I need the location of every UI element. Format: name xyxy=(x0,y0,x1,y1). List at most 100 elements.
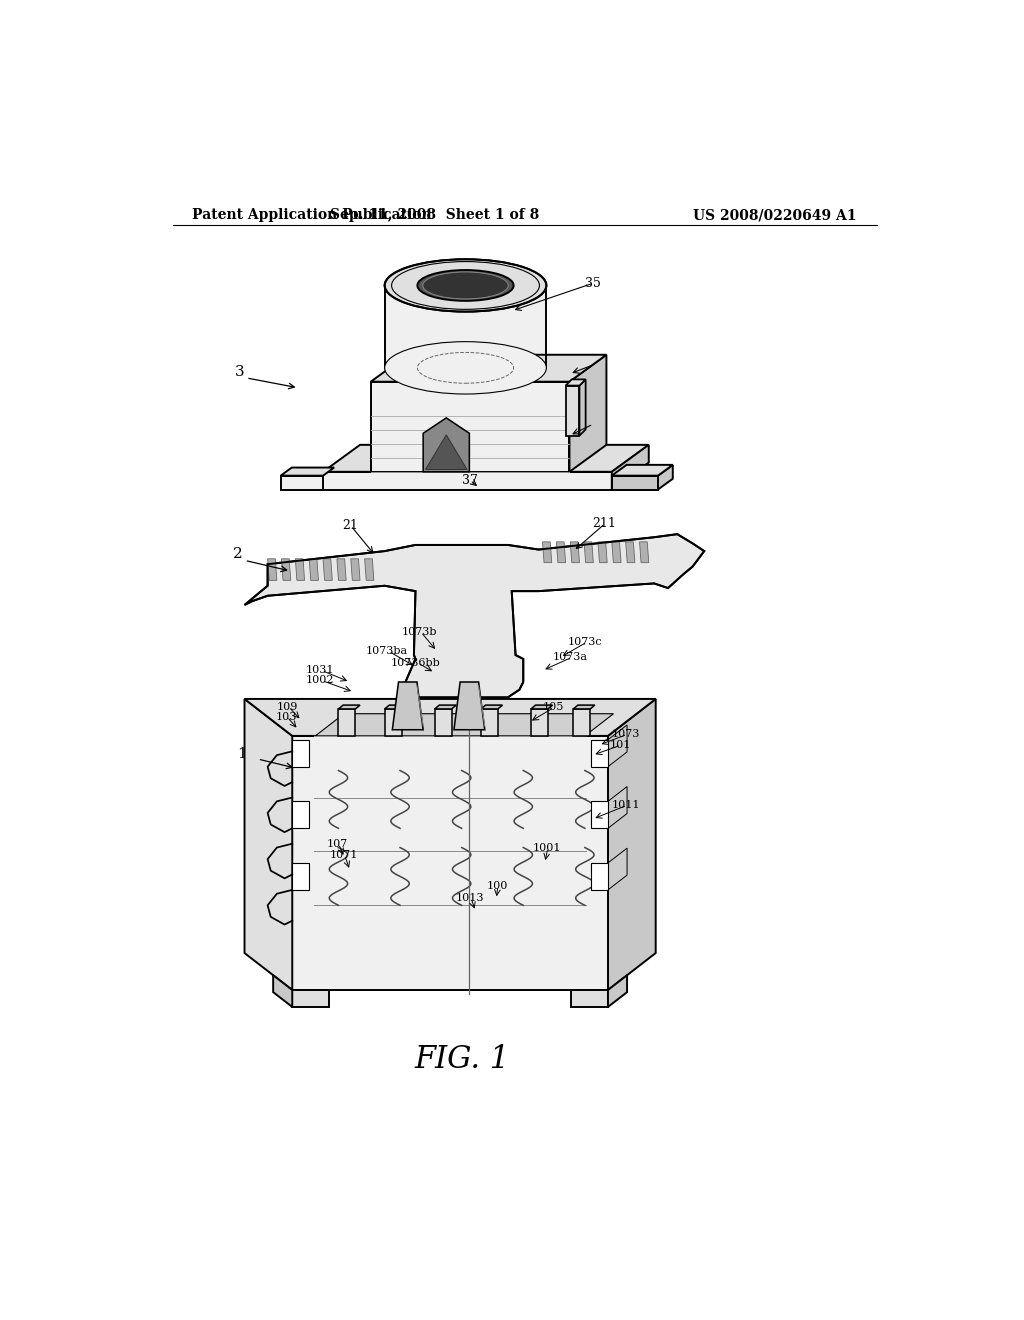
Polygon shape xyxy=(385,705,407,709)
Polygon shape xyxy=(425,434,467,470)
Polygon shape xyxy=(282,558,291,581)
Polygon shape xyxy=(571,990,608,1007)
Polygon shape xyxy=(339,705,360,709)
Text: 3: 3 xyxy=(234,366,244,379)
Polygon shape xyxy=(292,990,330,1007)
Text: 109: 109 xyxy=(276,702,298,711)
Polygon shape xyxy=(273,975,292,1007)
Text: 1073b: 1073b xyxy=(401,627,437,638)
Polygon shape xyxy=(658,465,673,490)
Polygon shape xyxy=(608,700,655,990)
Polygon shape xyxy=(295,558,304,581)
Polygon shape xyxy=(371,381,569,471)
Text: 1031: 1031 xyxy=(306,665,335,676)
Text: 1073: 1073 xyxy=(611,730,640,739)
Polygon shape xyxy=(323,471,611,490)
Polygon shape xyxy=(626,543,635,562)
Polygon shape xyxy=(385,709,401,737)
Polygon shape xyxy=(365,558,374,581)
Polygon shape xyxy=(337,558,346,581)
Polygon shape xyxy=(591,739,608,767)
Ellipse shape xyxy=(385,342,547,395)
Polygon shape xyxy=(611,445,649,490)
Text: 105: 105 xyxy=(543,702,564,713)
Polygon shape xyxy=(245,535,705,697)
Polygon shape xyxy=(611,475,658,490)
Text: 107: 107 xyxy=(327,838,348,849)
Polygon shape xyxy=(245,700,292,990)
Ellipse shape xyxy=(385,259,547,312)
Polygon shape xyxy=(573,709,590,737)
Polygon shape xyxy=(392,682,423,730)
Text: 101: 101 xyxy=(609,741,631,750)
Text: 2: 2 xyxy=(233,548,243,561)
Polygon shape xyxy=(556,543,565,562)
Polygon shape xyxy=(281,467,334,475)
Polygon shape xyxy=(608,787,627,829)
Text: 100: 100 xyxy=(486,880,508,891)
Text: 10736bb: 10736bb xyxy=(391,657,440,668)
Polygon shape xyxy=(611,543,621,562)
Polygon shape xyxy=(292,863,309,890)
Text: 1011: 1011 xyxy=(611,800,640,810)
Polygon shape xyxy=(608,975,627,1007)
Text: 211: 211 xyxy=(593,517,616,529)
Text: 33: 33 xyxy=(585,417,601,430)
Text: 1001: 1001 xyxy=(532,842,561,853)
Polygon shape xyxy=(608,849,627,890)
Polygon shape xyxy=(573,705,595,709)
Polygon shape xyxy=(640,543,649,562)
Ellipse shape xyxy=(423,272,508,298)
Polygon shape xyxy=(267,558,276,581)
Text: Patent Application Publication: Patent Application Publication xyxy=(193,209,432,222)
Polygon shape xyxy=(481,709,498,737)
Polygon shape xyxy=(371,355,606,381)
Text: 1073a: 1073a xyxy=(553,652,588,663)
Polygon shape xyxy=(543,543,552,562)
Polygon shape xyxy=(435,705,457,709)
Polygon shape xyxy=(569,355,606,471)
Polygon shape xyxy=(565,379,586,385)
Text: 35: 35 xyxy=(585,277,601,289)
Text: 21: 21 xyxy=(342,519,358,532)
Polygon shape xyxy=(292,739,309,767)
Text: 1013: 1013 xyxy=(456,892,484,903)
Polygon shape xyxy=(245,700,655,737)
Polygon shape xyxy=(339,709,355,737)
Text: 1071: 1071 xyxy=(330,850,357,861)
Polygon shape xyxy=(323,558,333,581)
Polygon shape xyxy=(611,465,673,475)
Polygon shape xyxy=(454,682,484,730)
Polygon shape xyxy=(481,705,503,709)
Text: FIG. 1: FIG. 1 xyxy=(414,1044,509,1074)
Polygon shape xyxy=(292,700,655,737)
Polygon shape xyxy=(565,385,580,436)
Polygon shape xyxy=(580,379,586,436)
Text: 31: 31 xyxy=(585,358,601,371)
Polygon shape xyxy=(281,475,323,490)
Polygon shape xyxy=(598,543,607,562)
Polygon shape xyxy=(292,801,309,829)
Polygon shape xyxy=(292,737,608,990)
Text: 103: 103 xyxy=(275,711,297,722)
Text: 1073ba: 1073ba xyxy=(366,647,408,656)
Polygon shape xyxy=(584,543,593,562)
Polygon shape xyxy=(385,285,547,368)
Polygon shape xyxy=(591,863,608,890)
Polygon shape xyxy=(591,801,608,829)
Polygon shape xyxy=(315,714,613,737)
Polygon shape xyxy=(435,709,452,737)
Text: 1002: 1002 xyxy=(306,676,335,685)
Polygon shape xyxy=(309,558,318,581)
Text: Sep. 11, 2008  Sheet 1 of 8: Sep. 11, 2008 Sheet 1 of 8 xyxy=(330,209,540,222)
Text: 1073c: 1073c xyxy=(568,638,602,647)
Polygon shape xyxy=(323,445,649,471)
Text: 10: 10 xyxy=(237,747,256,760)
Polygon shape xyxy=(570,543,580,562)
Polygon shape xyxy=(531,709,548,737)
Polygon shape xyxy=(423,418,469,471)
Polygon shape xyxy=(351,558,360,581)
Ellipse shape xyxy=(418,271,514,301)
Polygon shape xyxy=(608,725,627,767)
Text: 37: 37 xyxy=(462,474,477,487)
